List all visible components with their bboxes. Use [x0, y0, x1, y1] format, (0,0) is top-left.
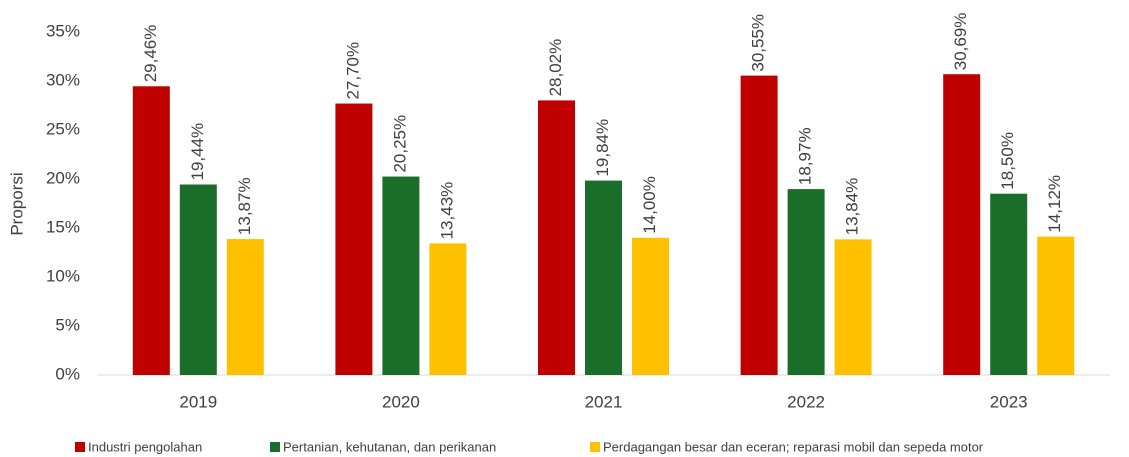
y-axis-label: Proporsi — [7, 172, 26, 235]
bar — [1037, 236, 1075, 375]
data-label: 14,00% — [640, 176, 659, 234]
bar — [632, 237, 669, 375]
x-tick-label: 2019 — [179, 392, 217, 411]
y-tick-label: 25% — [46, 119, 80, 138]
y-tick-label: 5% — [55, 315, 80, 334]
y-tick-label: 0% — [55, 364, 80, 383]
bar — [834, 239, 872, 375]
data-label: 13,43% — [437, 182, 456, 240]
data-label: 19,44% — [188, 123, 207, 181]
bar — [538, 100, 575, 376]
y-tick-label: 15% — [46, 217, 80, 236]
data-label: 29,46% — [141, 25, 160, 83]
x-tick-label: 2020 — [382, 392, 420, 411]
data-label: 18,50% — [998, 132, 1017, 190]
y-tick-label: 20% — [46, 168, 80, 187]
legend-swatch — [270, 442, 280, 452]
data-label: 19,84% — [593, 119, 612, 177]
bar — [943, 74, 981, 375]
y-tick-label: 35% — [46, 21, 80, 40]
bar — [132, 86, 170, 376]
data-label: 13,84% — [843, 178, 862, 236]
bar — [179, 184, 217, 375]
x-tick-label: 2022 — [787, 392, 825, 411]
legend-label: Pertanian, kehutanan, dan perikanan — [283, 439, 496, 454]
bar — [382, 176, 420, 375]
bar — [226, 239, 264, 375]
legend-swatch — [590, 442, 600, 452]
bar — [990, 193, 1028, 375]
y-tick-label: 10% — [46, 266, 80, 285]
data-label: 13,87% — [235, 177, 254, 235]
x-tick-label: 2023 — [990, 392, 1028, 411]
bar — [585, 180, 622, 375]
data-label: 18,97% — [796, 127, 815, 185]
x-tick-label: 2021 — [585, 392, 623, 411]
data-label: 14,12% — [1045, 175, 1064, 233]
bar — [335, 103, 373, 375]
data-label: 30,55% — [749, 14, 768, 72]
data-label: 30,69% — [951, 13, 970, 71]
bar — [429, 243, 467, 375]
data-label: 20,25% — [390, 115, 409, 173]
bar — [740, 75, 778, 376]
data-label: 28,02% — [546, 39, 565, 97]
bar — [787, 189, 825, 375]
data-label: 27,70% — [343, 42, 362, 100]
legend-swatch — [75, 442, 85, 452]
y-tick-label: 30% — [46, 70, 80, 89]
legend-label: Industri pengolahan — [88, 439, 202, 454]
legend-label: Perdagangan besar dan eceran; reparasi m… — [603, 439, 984, 454]
